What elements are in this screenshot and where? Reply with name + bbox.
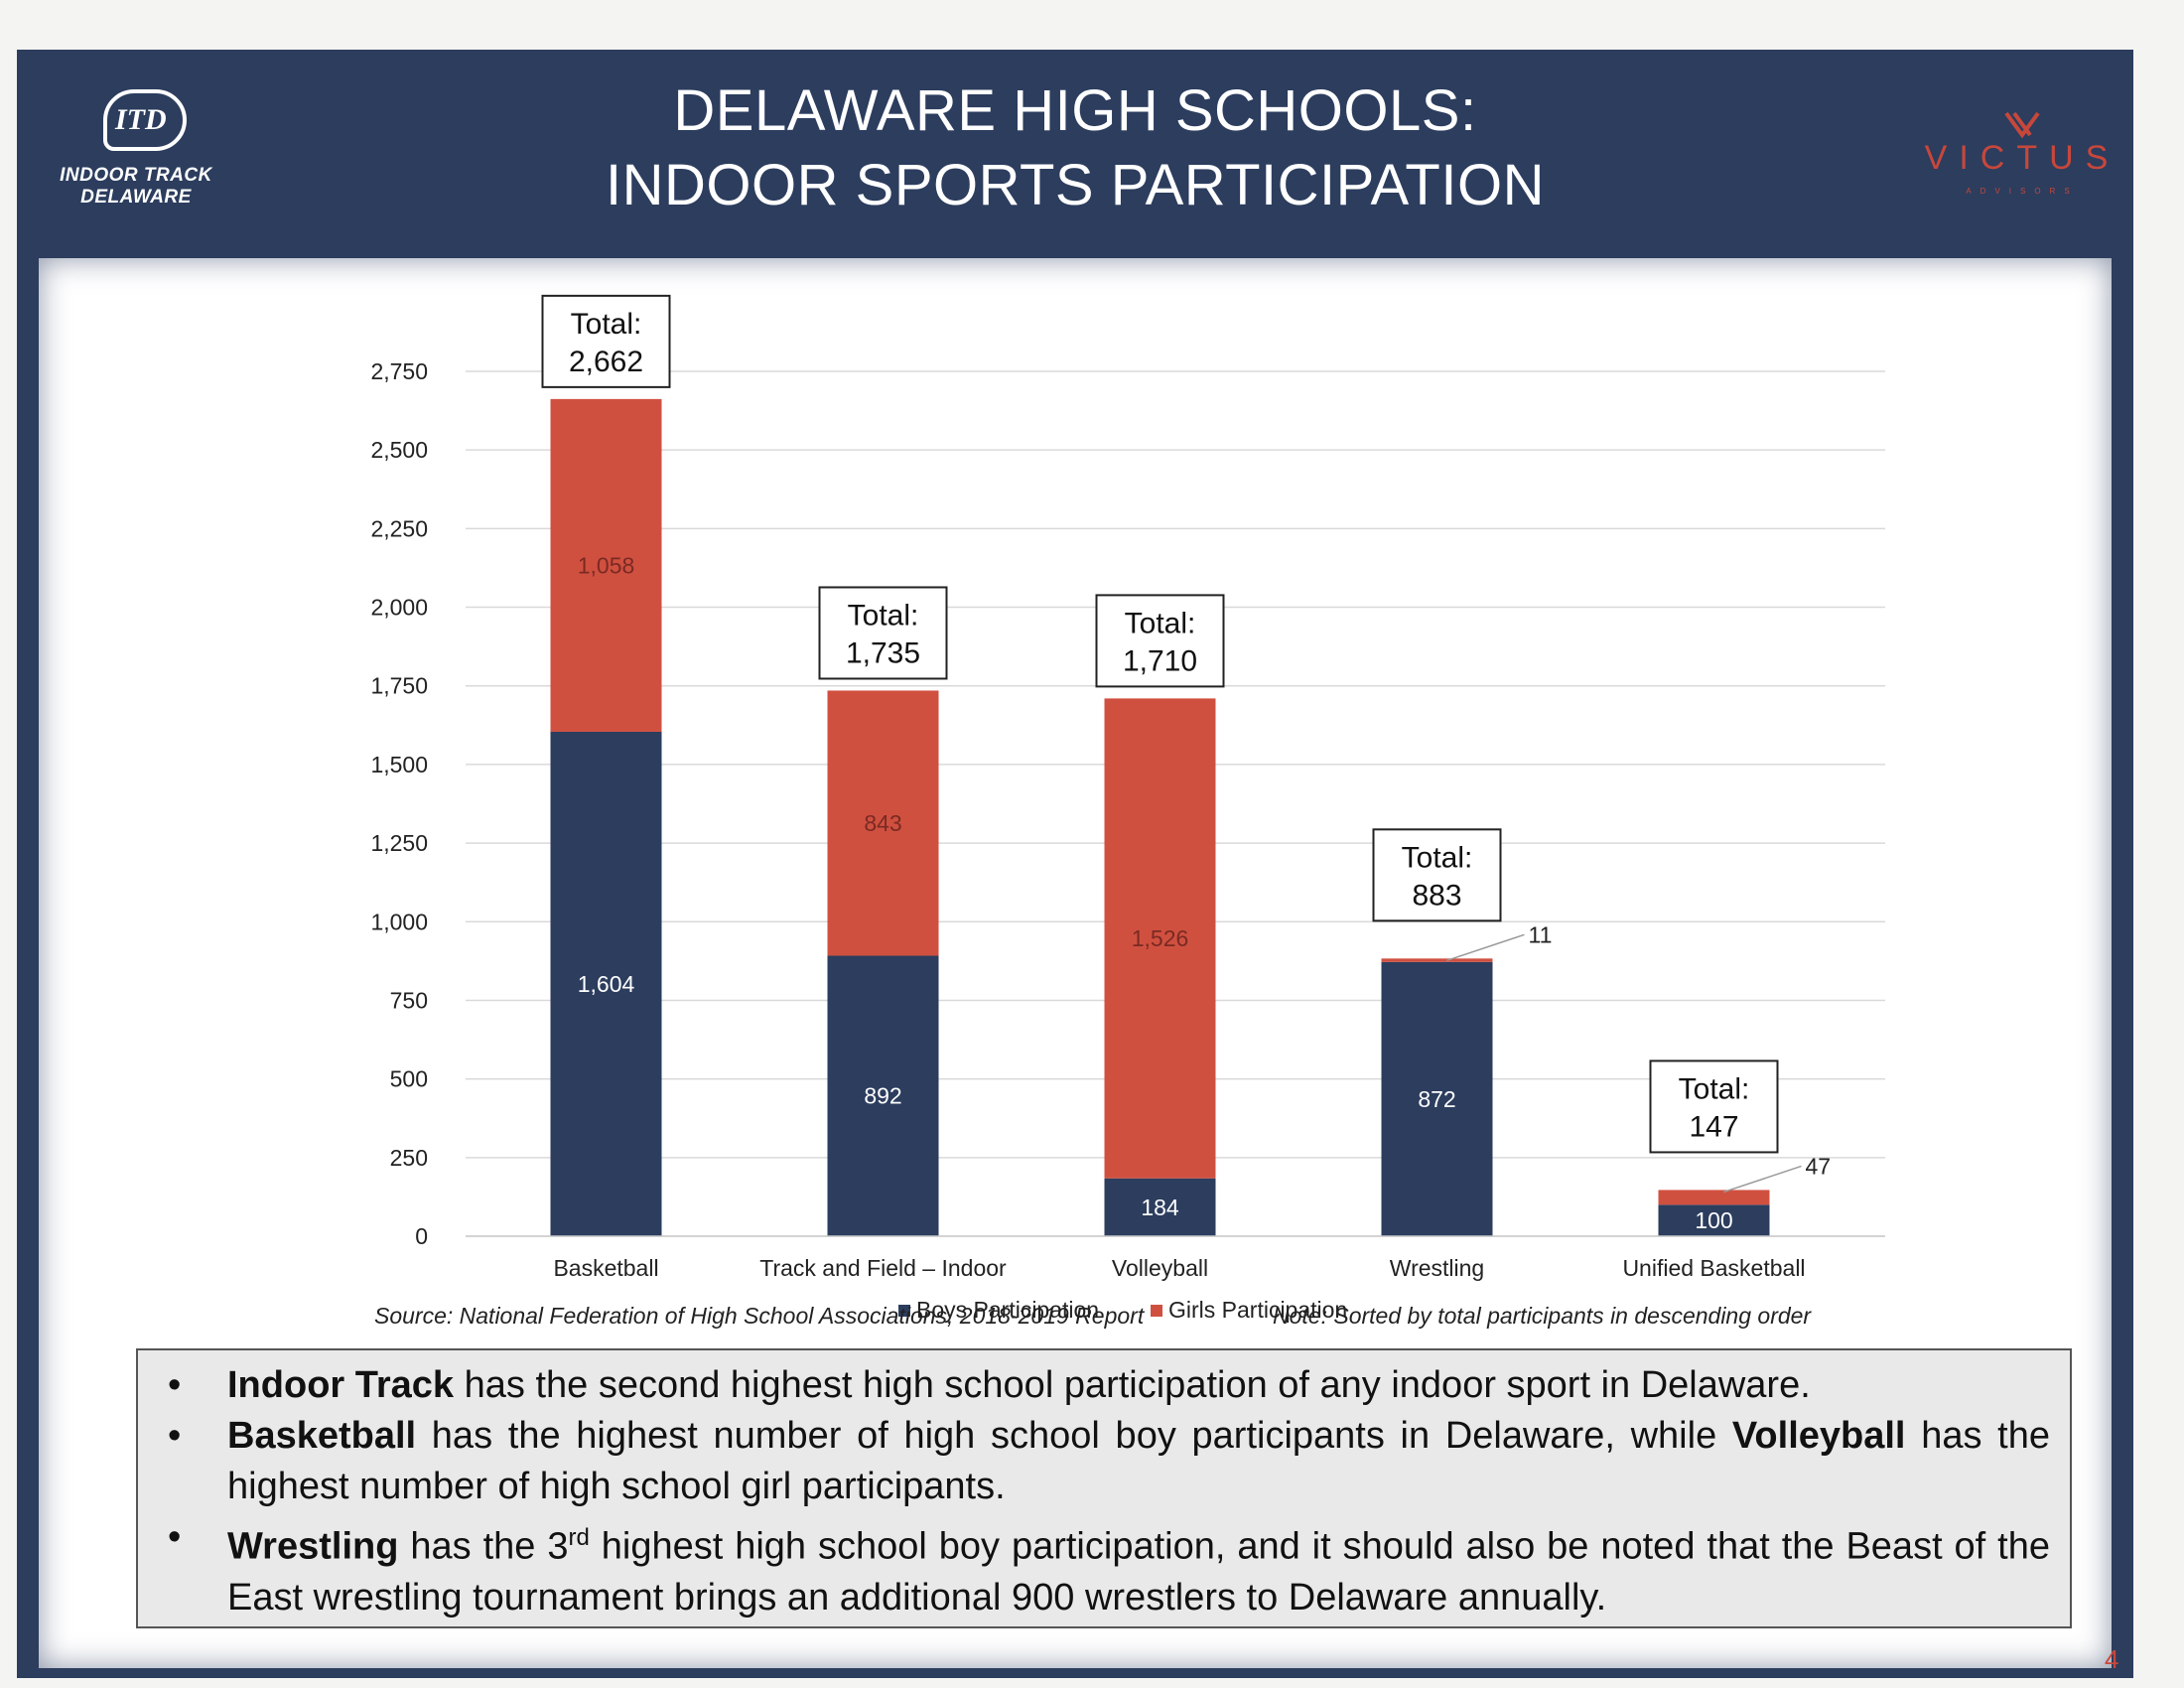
x-tick-label: Track and Field – Indoor xyxy=(759,1255,1007,1281)
header: ITD INDOOR TRACK DELAWARE DELAWARE HIGH … xyxy=(17,50,2133,248)
data-label-girls: 1,058 xyxy=(578,552,635,578)
sort-note: Note: Sorted by total participants in de… xyxy=(1273,1303,1812,1329)
total-callout-value: 1,735 xyxy=(846,636,920,669)
bar-boys xyxy=(550,731,662,1236)
bullet3-bold: Wrestling xyxy=(227,1525,399,1568)
data-label-girls: 1,526 xyxy=(1132,925,1189,951)
leader-line xyxy=(1723,1165,1802,1194)
itd-logo-mark: ITD xyxy=(103,89,187,151)
summary-bullet-1: Indoor Track has the second highest high… xyxy=(168,1360,2050,1411)
total-callout-box xyxy=(818,586,948,680)
bullet3-text1: has the 3 xyxy=(398,1525,569,1568)
total-callout-box xyxy=(1649,1059,1779,1154)
y-tick-label: 250 xyxy=(390,1145,428,1171)
y-tick-label: 1,250 xyxy=(370,830,428,856)
victus-sub-text: ADVISORS xyxy=(1966,187,2079,196)
chart-y-axis: 0 250 500 750 1,000 1,250 1,500 1,750 2,000 2,250… xyxy=(370,358,428,1249)
total-callout-label: Total: xyxy=(1679,1072,1750,1105)
total-callout-label: Total: xyxy=(1402,841,1473,874)
participation-chart: 0 250 500 750 1,000 1,250 1,500 1,750 2,000 2,250… xyxy=(370,294,1885,1323)
x-tick-label: Wrestling xyxy=(1390,1255,1484,1281)
bar-boys xyxy=(1658,1204,1770,1236)
total-callout-label: Total: xyxy=(848,599,919,632)
y-tick-label: 1,750 xyxy=(370,673,428,699)
chart-bars: 1,604 1,058 Total: 2,662 892 843 Total: 1,735 18… xyxy=(541,294,1832,1236)
page-number: 4 xyxy=(2105,1644,2119,1674)
data-label-boys: 872 xyxy=(1418,1086,1455,1112)
data-label-boys: 1,604 xyxy=(578,971,635,997)
y-tick-label: 2,500 xyxy=(370,437,428,463)
data-label-boys: 892 xyxy=(864,1083,901,1109)
summary-box: Indoor Track has the second highest high… xyxy=(136,1348,2072,1628)
data-label-girls: 11 xyxy=(1529,921,1553,947)
bullet2-bold2: Volleyball xyxy=(1731,1415,1906,1457)
y-tick-label: 500 xyxy=(390,1066,428,1092)
source-note: Source: National Federation of High Scho… xyxy=(374,1303,1145,1329)
logo-text-line1: INDOOR TRACK xyxy=(60,165,212,186)
bullet2-text2: has the highest number of high school gi… xyxy=(227,1415,2050,1507)
y-tick-label: 750 xyxy=(390,987,428,1013)
y-tick-label: 2,000 xyxy=(370,595,428,621)
bullet1-text: has the second highest high school parti… xyxy=(454,1364,1811,1406)
legend-swatch xyxy=(1151,1305,1162,1317)
bar-boys xyxy=(1104,1178,1216,1236)
data-label-girls: 47 xyxy=(1806,1153,1832,1179)
total-callout-label: Total: xyxy=(571,308,642,341)
victus-brand-text: VICTUS xyxy=(1924,139,2120,177)
summary-list: Indoor Track has the second highest high… xyxy=(158,1360,2050,1623)
victus-v-icon xyxy=(2004,111,2040,139)
bar-girls xyxy=(1381,958,1493,962)
x-tick-label: Unified Basketball xyxy=(1622,1255,1805,1281)
total-callout-value: 147 xyxy=(1689,1110,1738,1143)
itd-logo-mark-text: ITD xyxy=(115,103,167,136)
bar-girls xyxy=(550,398,662,732)
y-tick-label: 2,750 xyxy=(370,358,428,384)
y-tick-label: 2,250 xyxy=(370,515,428,541)
x-tick-label: Volleyball xyxy=(1112,1255,1208,1281)
bullet3-text2: highest high school boy participation, a… xyxy=(227,1525,2050,1618)
bullet1-bold: Indoor Track xyxy=(227,1364,455,1406)
bullet2-bold1: Basketball xyxy=(227,1415,417,1457)
total-callout-label: Total: xyxy=(1125,607,1196,639)
data-label-girls: 843 xyxy=(864,810,901,836)
legend-swatch xyxy=(898,1305,910,1317)
bar-girls xyxy=(1658,1190,1770,1205)
chart-legend: Boys Participation Girls Participation xyxy=(898,1297,1347,1323)
slide: ITD INDOOR TRACK DELAWARE DELAWARE HIGH … xyxy=(17,50,2133,1678)
bar-girls xyxy=(1104,698,1216,1179)
summary-bullet-3: Wrestling has the 3rd highest high schoo… xyxy=(168,1512,2050,1623)
summary-bullet-2: Basketball has the highest number of hig… xyxy=(168,1411,2050,1512)
bullet2-text1: has the highest number of high school bo… xyxy=(416,1415,1732,1457)
total-callout-value: 883 xyxy=(1412,879,1461,912)
bullet3-superscript: rd xyxy=(568,1524,590,1551)
content-panel: 0 250 500 750 1,000 1,250 1,500 1,750 2,000 2,250… xyxy=(39,258,2112,1668)
y-tick-label: 1,500 xyxy=(370,752,428,777)
total-callout-box xyxy=(1095,594,1225,688)
indoor-track-delaware-logo: ITD INDOOR TRACK DELAWARE xyxy=(42,89,211,238)
chart-x-axis: Basketball Track and Field – Indoor Volley… xyxy=(466,1235,1885,1281)
leader-line xyxy=(1446,933,1525,962)
logo-text-line2: DELAWARE xyxy=(80,187,192,208)
y-tick-label: 0 xyxy=(415,1223,428,1249)
victus-advisors-logo: VICTUS ADVISORS xyxy=(1918,109,2126,209)
legend-label: Boys Participation xyxy=(916,1297,1099,1323)
total-callout-value: 1,710 xyxy=(1123,644,1197,677)
legend-label: Girls Participation xyxy=(1168,1297,1347,1323)
bar-girls xyxy=(827,690,939,956)
total-callout-value: 2,662 xyxy=(569,346,643,378)
total-callout-box xyxy=(1372,828,1502,922)
y-tick-label: 1,000 xyxy=(370,909,428,934)
total-callout-box xyxy=(541,294,671,388)
data-label-boys: 100 xyxy=(1695,1207,1732,1233)
bar-boys xyxy=(1381,961,1493,1236)
bar-boys xyxy=(827,955,939,1236)
data-label-boys: 184 xyxy=(1141,1195,1179,1220)
x-tick-label: Basketball xyxy=(553,1255,658,1281)
page-title-line2: INDOOR SPORTS PARTICIPATION xyxy=(606,153,1545,217)
page-title-line1: DELAWARE HIGH SCHOOLS: xyxy=(673,78,1477,143)
